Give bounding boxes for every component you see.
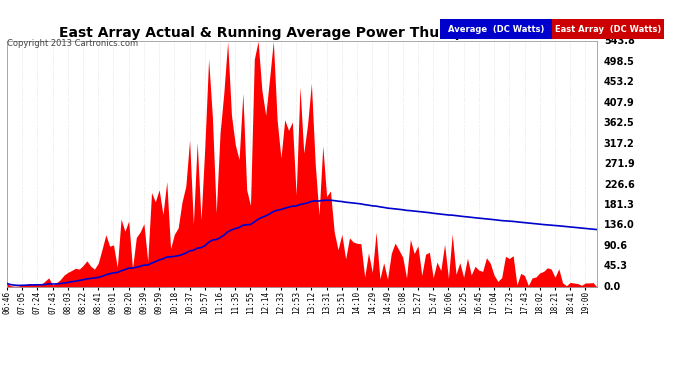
Text: East Array  (DC Watts): East Array (DC Watts) <box>555 25 661 34</box>
Text: 498.5: 498.5 <box>604 57 635 67</box>
Text: 136.0: 136.0 <box>604 220 635 231</box>
Text: 317.2: 317.2 <box>604 139 635 148</box>
Text: 271.9: 271.9 <box>604 159 635 169</box>
Text: 453.2: 453.2 <box>604 77 635 87</box>
Text: 181.3: 181.3 <box>604 200 635 210</box>
Text: Average  (DC Watts): Average (DC Watts) <box>448 25 544 34</box>
Text: Copyright 2013 Cartronics.com: Copyright 2013 Cartronics.com <box>7 39 138 48</box>
Text: 45.3: 45.3 <box>604 261 628 272</box>
Text: 362.5: 362.5 <box>604 118 635 128</box>
Text: 226.6: 226.6 <box>604 180 635 189</box>
Text: 90.6: 90.6 <box>604 241 628 251</box>
Title: East Array Actual & Running Average Power Thu Apr 18 19:31: East Array Actual & Running Average Powe… <box>59 26 545 40</box>
Text: 543.8: 543.8 <box>604 36 635 46</box>
Text: 0.0: 0.0 <box>604 282 621 292</box>
Text: 407.9: 407.9 <box>604 98 635 108</box>
